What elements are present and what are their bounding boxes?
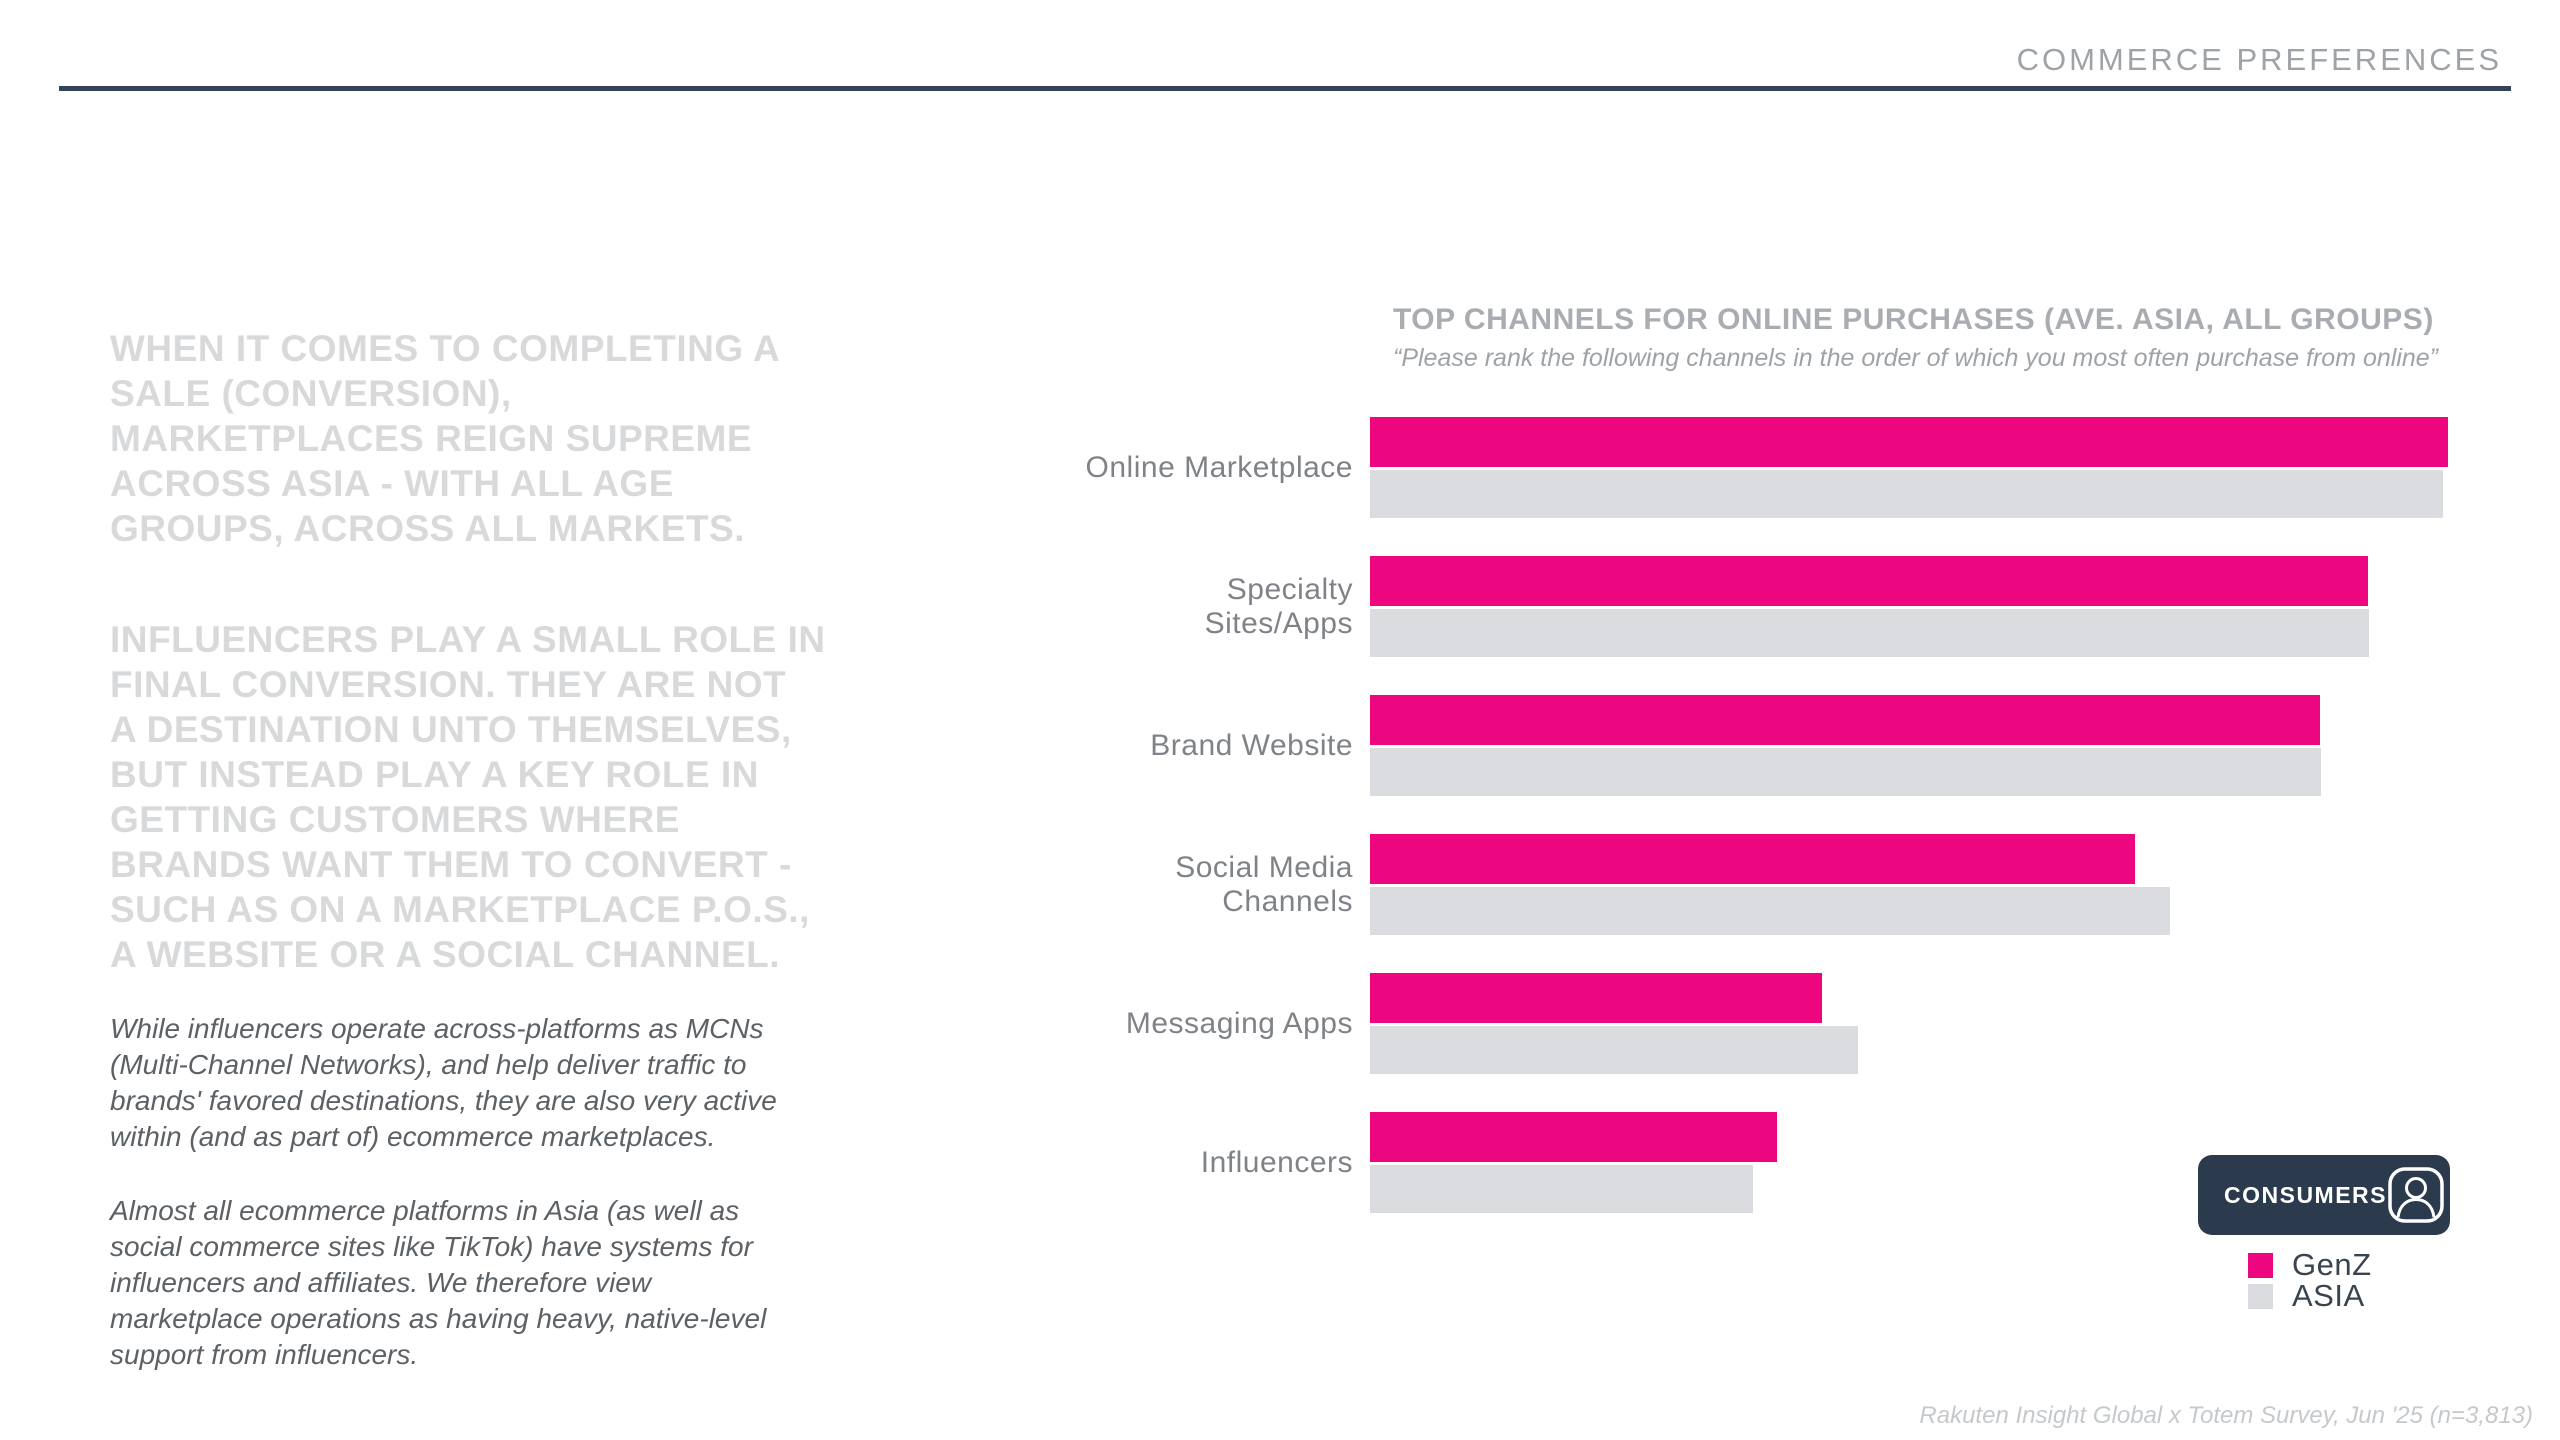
- category-label: Messaging Apps: [1125, 1006, 1353, 1040]
- headline-block-1: WHEN IT COMES TO COMPLETING A SALE (CONV…: [110, 328, 781, 549]
- legend-label: GenZ: [2292, 1247, 2372, 1282]
- bar-group: [1370, 556, 2448, 657]
- asia-swatch: [2248, 1283, 2273, 1309]
- chart-row: Specialty Sites/Apps: [1080, 556, 2448, 657]
- asia-bar: [1370, 1026, 1859, 1074]
- asia-bar: [1370, 1165, 1753, 1213]
- category-label: Brand Website: [1150, 728, 1353, 762]
- asia-bar: [1370, 748, 2321, 796]
- genz-swatch: [2248, 1252, 2273, 1278]
- consumers-badge-label: CONSUMERS: [2224, 1181, 2388, 1208]
- chart-row: Messaging Apps: [1080, 973, 2448, 1074]
- left-text-column: WHEN IT COMES TO COMPLETING A SALE (CONV…: [110, 326, 910, 1411]
- body-paragraph-2: Almost all ecommerce platforms in Asia (…: [110, 1195, 767, 1370]
- bar-group: [1370, 834, 2448, 935]
- legend-item-asia: ASIA: [2248, 1278, 2372, 1313]
- chart-row: Social Media Channels: [1080, 834, 2448, 935]
- bar-group: [1370, 695, 2448, 796]
- person-icon: [2387, 1166, 2445, 1224]
- legend-item-genz: GenZ: [2248, 1247, 2372, 1282]
- asia-bar: [1370, 609, 2370, 657]
- asia-bar: [1370, 887, 2170, 935]
- category-label: Social Media Channels: [1175, 850, 1353, 918]
- chart-title: TOP CHANNELS FOR ONLINE PURCHASES (AVE. …: [1393, 303, 2434, 336]
- chart-row: Brand Website: [1080, 695, 2448, 796]
- bar-chart: Online Marketplace Specialty Sites/Apps …: [1080, 417, 2448, 1213]
- bar-group: [1370, 973, 2448, 1074]
- chart-row: Online Marketplace: [1080, 417, 2448, 518]
- genz-bar: [1370, 417, 2448, 467]
- chart-subtitle: “Please rank the following channels in t…: [1393, 344, 2439, 372]
- genz-bar: [1370, 1112, 1778, 1162]
- page-title: COMMERCE PREFERENCES: [2016, 42, 2502, 77]
- chart-row: Influencers: [1080, 1112, 2448, 1213]
- header-divider: [59, 86, 2511, 91]
- bar-group: [1370, 417, 2448, 518]
- body-paragraph-1: While influencers operate across-platfor…: [110, 1013, 777, 1152]
- category-label: Online Marketplace: [1085, 450, 1353, 484]
- bar-group: [1370, 1112, 2448, 1213]
- source-footnote: Rakuten Insight Global x Totem Survey, J…: [1919, 1402, 2533, 1429]
- category-label: Influencers: [1200, 1145, 1353, 1179]
- legend-label: ASIA: [2292, 1278, 2365, 1313]
- chart-legend: GenZ ASIA: [2248, 1247, 2372, 1313]
- category-label: Specialty Sites/Apps: [1204, 572, 1353, 640]
- headline-block-2: INFLUENCERS PLAY A SMALL ROLE IN FINAL C…: [110, 619, 826, 975]
- asia-bar: [1370, 470, 2443, 518]
- genz-bar: [1370, 695, 2320, 745]
- consumers-badge: CONSUMERS: [2198, 1155, 2450, 1235]
- genz-bar: [1370, 834, 2136, 884]
- genz-bar: [1370, 556, 2369, 606]
- genz-bar: [1370, 973, 1822, 1023]
